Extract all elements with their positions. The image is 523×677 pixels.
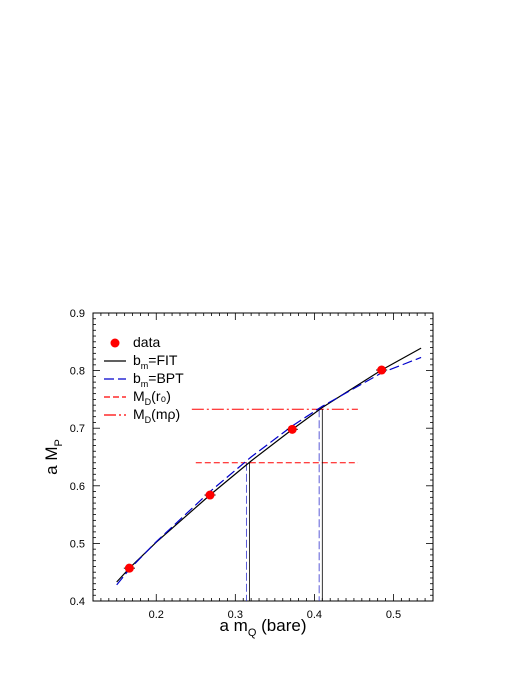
- x-tick-label: 0.5: [386, 609, 401, 621]
- series-lines: [116, 347, 422, 586]
- y-tick-label: 0.6: [70, 481, 85, 493]
- legend-marker-data: [110, 338, 120, 348]
- legend-label-bpt: bm=BPT: [133, 370, 184, 389]
- data-point: [287, 424, 297, 434]
- x-tick-label: 0.3: [228, 609, 243, 621]
- legend-label-ref_r0: MD(r₀): [133, 388, 171, 407]
- data-point: [124, 563, 134, 573]
- data-point: [205, 490, 215, 500]
- y-tick-label: 0.9: [70, 308, 85, 320]
- legend-label-fit: bm=FIT: [133, 352, 178, 371]
- ticks-layer: 0.2 0.3 0.4 0.5 0.4 0.5 0.6 0.7 0.8 0.9: [70, 308, 433, 621]
- series-line-bpt: [116, 356, 422, 586]
- x-axis-title: a mQ (bare): [220, 616, 307, 639]
- plot-frame: [92, 312, 434, 602]
- y-tick-label: 0.4: [70, 596, 85, 608]
- data-point: [377, 365, 387, 375]
- x-tick-label: 0.2: [149, 609, 164, 621]
- x-axis-title-tail: (bare): [256, 616, 306, 635]
- y-tick-label: 0.7: [70, 423, 85, 435]
- x-tick-label: 0.4: [307, 609, 322, 621]
- y-axis-title-main: a M: [42, 447, 61, 475]
- y-tick-label: 0.8: [70, 366, 85, 378]
- x-axis-title-sub: Q: [248, 627, 257, 639]
- y-tick-label: 0.5: [70, 538, 85, 550]
- legend-label-data: data: [133, 334, 160, 350]
- reference-lines: [191, 408, 358, 601]
- legend-label-ref_mrho: MD(mρ): [133, 406, 180, 425]
- x-axis-title-main: a m: [220, 616, 248, 635]
- data-points: [123, 365, 388, 573]
- y-axis-title-sub: P: [53, 439, 65, 446]
- y-axis-title: a MP: [42, 439, 65, 475]
